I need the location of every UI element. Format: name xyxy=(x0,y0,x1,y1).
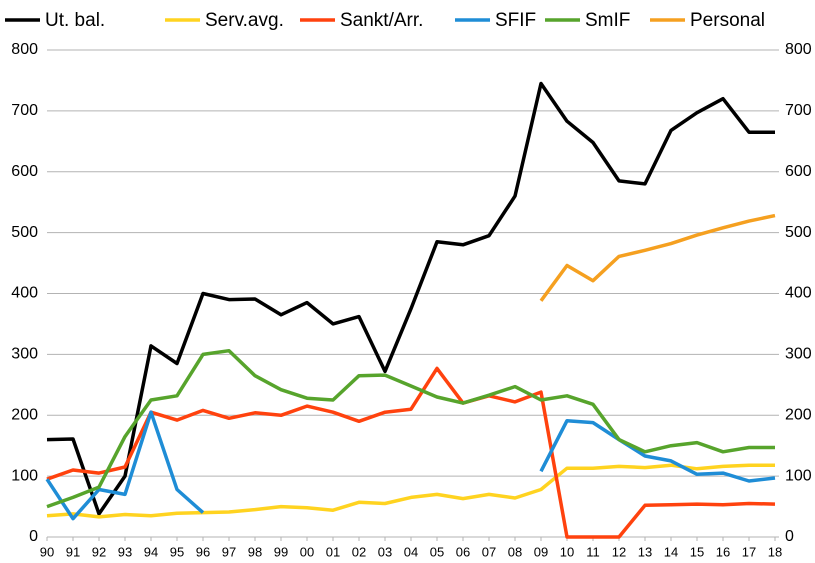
x-tick-label: 17 xyxy=(742,544,756,559)
series-line xyxy=(45,410,776,521)
x-tick-label: 92 xyxy=(92,544,106,559)
x-tick-label: 98 xyxy=(248,544,262,559)
y2-tick-label: 100 xyxy=(785,467,812,484)
y-tick-label: 400 xyxy=(11,285,38,302)
x-tick-label: 15 xyxy=(690,544,704,559)
legend-label: Serv.avg. xyxy=(205,10,284,31)
y2-tick-label: 700 xyxy=(785,102,812,119)
x-tick-label: 90 xyxy=(40,544,54,559)
x-tick-label: 08 xyxy=(508,544,522,559)
y-tick-label: 500 xyxy=(11,224,38,241)
x-tick-label: 04 xyxy=(404,544,418,559)
x-tick-label: 16 xyxy=(716,544,730,559)
series-line xyxy=(46,366,776,539)
x-tick-label: 11 xyxy=(586,544,600,559)
x-tick-label: 09 xyxy=(534,544,548,559)
y2-tick-label: 400 xyxy=(785,285,812,302)
x-tick-label: 02 xyxy=(352,544,366,559)
y-tick-label: 0 xyxy=(29,528,38,545)
x-tick-label: 12 xyxy=(612,544,626,559)
y2-tick-label: 300 xyxy=(785,346,812,363)
x-tick-label: 96 xyxy=(196,544,210,559)
series-line xyxy=(539,213,776,302)
legend-label: SFIF xyxy=(495,10,536,31)
x-tick-label: 10 xyxy=(560,544,574,559)
legend-label: Ut. bal. xyxy=(45,10,105,31)
x-tick-label: 94 xyxy=(144,544,158,559)
legend-label: Sankt/Arr. xyxy=(340,10,423,31)
x-tick-label: 95 xyxy=(170,544,184,559)
x-tick-label: 05 xyxy=(430,544,444,559)
x-tick-label: 97 xyxy=(222,544,236,559)
series-line xyxy=(46,463,775,519)
x-tick-label: 07 xyxy=(482,544,496,559)
y-tick-label: 700 xyxy=(11,102,38,119)
y2-tick-label: 600 xyxy=(785,163,812,180)
legend-label: Personal xyxy=(690,10,765,31)
y-tick-label: 200 xyxy=(11,406,38,423)
x-tick-label: 01 xyxy=(326,544,340,559)
x-tick-label: 99 xyxy=(274,544,288,559)
y-tick-label: 600 xyxy=(11,163,38,180)
series-line xyxy=(46,81,775,516)
x-tick-label: 91 xyxy=(66,544,80,559)
series-line xyxy=(46,348,775,509)
y2-tick-label: 800 xyxy=(785,41,812,58)
y2-tick-label: 500 xyxy=(785,224,812,241)
x-tick-label: 00 xyxy=(300,544,314,559)
x-tick-label: 03 xyxy=(378,544,392,559)
y-tick-label: 300 xyxy=(11,346,38,363)
legend-label: SmIF xyxy=(585,10,630,31)
x-tick-label: 18 xyxy=(768,544,782,559)
x-tick-label: 14 xyxy=(664,544,678,559)
y-tick-label: 800 xyxy=(11,41,38,58)
x-tick-label: 13 xyxy=(638,544,652,559)
x-tick-label: 93 xyxy=(118,544,132,559)
x-tick-label: 06 xyxy=(456,544,470,559)
y-tick-label: 100 xyxy=(11,467,38,484)
y2-tick-label: 200 xyxy=(785,406,812,423)
y2-tick-label: 0 xyxy=(785,528,794,545)
